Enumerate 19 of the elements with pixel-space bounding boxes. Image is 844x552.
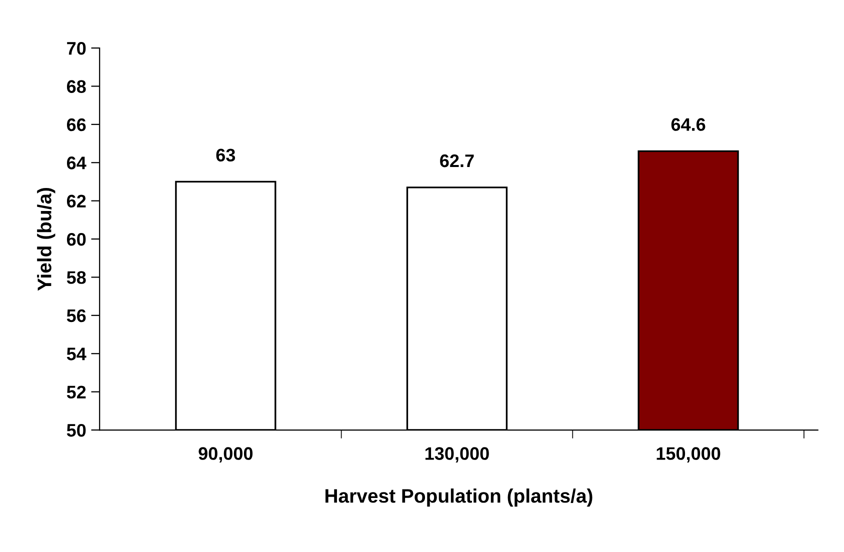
data-label: 62.7 <box>440 154 474 168</box>
y-tick-label: 56 <box>66 309 86 322</box>
x-tick-label: 150,000 <box>656 447 720 463</box>
x-axis-title: Harvest Population (plants/a) <box>326 488 592 507</box>
y-tick-label: 62 <box>66 194 86 208</box>
y-tick-label: 64 <box>66 156 86 170</box>
data-label: 64.6 <box>671 118 706 131</box>
y-axis-title: Yield (bu/a) <box>37 188 56 291</box>
y-tick-label: 58 <box>66 271 86 284</box>
y-tick-label: 66 <box>66 118 86 132</box>
data-label: 63 <box>216 148 236 162</box>
y-tick-label: 52 <box>66 386 86 399</box>
x-tick-label: 90,000 <box>198 447 253 463</box>
x-tick-label: 130,000 <box>425 447 489 463</box>
y-tick-label: 60 <box>66 232 86 246</box>
y-tick-label: 54 <box>66 348 86 360</box>
y-tick-label: 68 <box>66 80 86 93</box>
y-tick-label: 70 <box>67 42 86 55</box>
y-tick-label: 50 <box>66 424 86 437</box>
